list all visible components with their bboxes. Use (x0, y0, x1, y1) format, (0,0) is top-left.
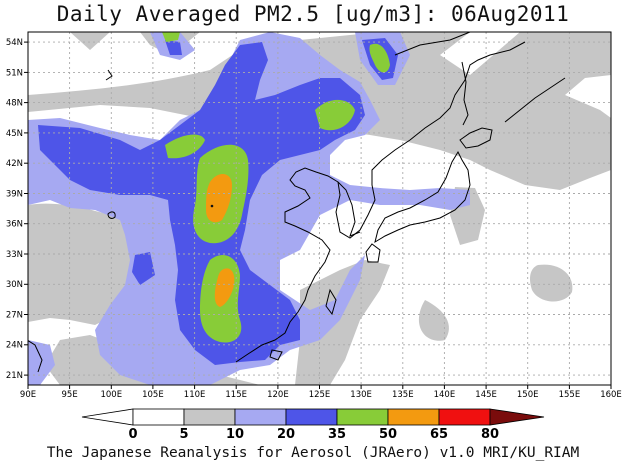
colorbar-swatch (183, 408, 236, 426)
colorbar-swatch (387, 408, 440, 426)
colorbar-label: 0 (128, 427, 137, 442)
level-50-65-area (206, 174, 235, 307)
colorbar-label: 5 (179, 427, 188, 442)
lat-tick-label: 21N (6, 371, 23, 381)
lon-tick-label: 100E (100, 390, 122, 400)
colorbar-swatch (81, 408, 134, 426)
lon-tick-label: 145E (475, 390, 497, 400)
lat-tick-label: 24N (6, 341, 23, 351)
lon-tick-label: 90E (20, 390, 36, 400)
japan-kyushu (365, 243, 381, 263)
coastlines (28, 32, 566, 373)
lat-tick-label: 45N (6, 129, 23, 139)
lon-tick-label: 135E (392, 390, 414, 400)
colorbar-swatch (132, 408, 185, 426)
okhotsk-coast (394, 32, 471, 56)
asia-coastline (235, 41, 526, 363)
lat-tick-label: 39N (6, 189, 23, 199)
lat-gridlines (28, 41, 611, 376)
kuril-islands (504, 77, 566, 123)
colorbar (81, 408, 545, 426)
axis-ticks (24, 41, 612, 389)
lon-tick-label: 155E (559, 390, 581, 400)
lat-tick-label: 33N (6, 250, 23, 260)
japan-honshu (374, 150, 471, 244)
colorbar-labels: 0 5 10 20 35 50 65 80 (128, 427, 499, 442)
hainan (269, 349, 283, 361)
lon-tick-label: 150E (517, 390, 539, 400)
lon-tick-label: 110E (184, 390, 206, 400)
lat-tick-labels: 54N 51N 48N 45N 42N 39N 36N 33N 30N 27N … (6, 38, 23, 381)
lat-tick-label: 30N (6, 280, 23, 290)
map-title: Daily Averaged PM2.5 [ug/m3]: 06Aug2011 (56, 2, 570, 26)
lon-tick-label: 105E (142, 390, 164, 400)
colorbar-swatch (489, 408, 545, 426)
japan-hokkaido (459, 127, 493, 149)
colorbar-label: 35 (328, 427, 346, 442)
colorbar-swatch (336, 408, 389, 426)
lon-tick-label: 140E (434, 390, 456, 400)
city-marker (210, 204, 214, 208)
korea-coastline (337, 181, 361, 237)
lat-tick-label: 42N (6, 159, 23, 169)
lon-gridlines (69, 32, 570, 385)
colorbar-label: 50 (379, 427, 397, 442)
lon-tick-label: 120E (267, 390, 289, 400)
lat-tick-label: 54N (6, 38, 23, 48)
lake-1 (107, 211, 116, 219)
colorbar-label: 20 (277, 427, 295, 442)
lon-tick-label: 95E (62, 390, 78, 400)
lat-tick-label: 48N (6, 99, 23, 109)
sakhalin (461, 61, 469, 126)
taiwan (325, 288, 337, 316)
lon-tick-label: 160E (600, 390, 622, 400)
lon-tick-labels: 90E 95E 100E 105E 110E 115E 120E 125E 13… (20, 390, 622, 400)
lon-tick-label: 130E (350, 390, 372, 400)
footer-credit: The Japanese Reanalysis for Aerosol (JRA… (46, 445, 580, 461)
lake-baikal (105, 69, 113, 81)
colorbar-swatch (285, 408, 338, 426)
colorbar-swatch (234, 408, 287, 426)
colorbar-label: 65 (430, 427, 448, 442)
colorbar-label: 80 (481, 427, 499, 442)
lon-tick-label: 125E (309, 390, 331, 400)
colorbar-swatch (438, 408, 491, 426)
lat-tick-label: 27N (6, 310, 23, 320)
lat-tick-label: 51N (6, 68, 23, 78)
lake-2 (28, 340, 43, 373)
lon-tick-label: 115E (225, 390, 247, 400)
lat-tick-label: 36N (6, 220, 23, 230)
colorbar-label: 10 (226, 427, 244, 442)
